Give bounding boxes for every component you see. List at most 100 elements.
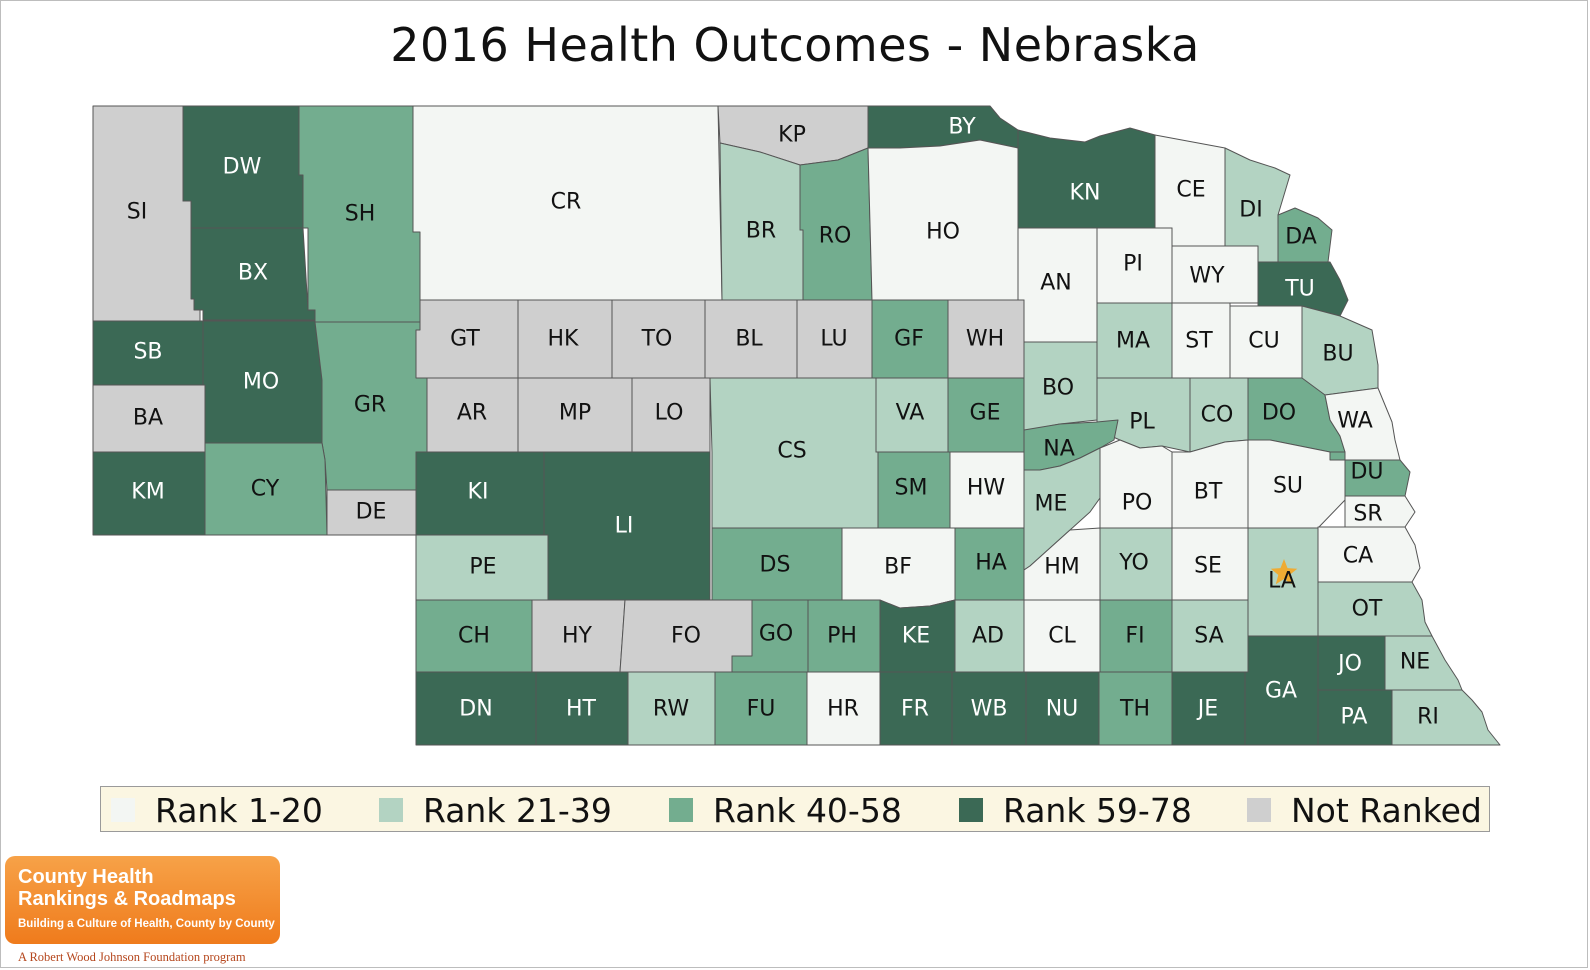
county-label-tu: TU [1284,277,1315,302]
county-health-rankings-logo: County Health Rankings & Roadmaps Buildi… [5,856,280,944]
county-label-cl: CL [1048,624,1076,649]
legend-label: Rank 59-78 [1003,790,1192,830]
county-label-ge: GE [970,401,1001,426]
county-label-dn: DN [459,697,492,722]
star-icon [1270,559,1298,585]
county-label-kp: KP [778,123,806,148]
county-label-kn: KN [1070,181,1101,206]
county-je [1171,671,1246,746]
county-label-ce: CE [1176,178,1205,203]
county-label-ki: KI [468,480,489,505]
county-label-th: TH [1119,697,1150,722]
county-label-va: VA [896,401,925,426]
county-label-mp: MP [559,401,591,426]
map-title: 2016 Health Outcomes - Nebraska [390,18,1200,72]
county-label-gf: GF [894,327,924,352]
legend-swatch [379,798,403,822]
county-label-je: JE [1196,697,1218,722]
county-label-sr: SR [1353,502,1382,527]
county-label-cu: CU [1248,329,1279,354]
legend-item-rank-40-58: Rank 40-58 [669,787,902,833]
county-label-pl: PL [1129,410,1155,435]
nebraska-county-map: SI DW SH CR KP BY BR RO HO KN CE DI DA BX AN PI WY TU SB MO… [92,105,1501,746]
county-label-cy: CY [251,477,280,502]
county-label-li: LI [615,514,634,539]
county-label-pi: PI [1123,252,1143,277]
county-label-ga: GA [1265,679,1297,704]
county-label-wy: WY [1189,264,1225,289]
county-label-bo: BO [1042,376,1074,401]
county-label-an: AN [1040,271,1072,296]
legend-item-not-ranked: Not Ranked [1247,787,1482,833]
county-label-gt: GT [450,327,480,352]
county-label-ma: MA [1116,329,1150,354]
county-label-co: CO [1201,403,1234,428]
logo-line-1: County Health [18,866,154,888]
legend-swatch [111,798,135,822]
legend-label: Not Ranked [1291,790,1482,830]
county-label-su: SU [1273,474,1303,499]
county-label-lu: LU [820,327,847,352]
county-label-si: SI [127,200,147,225]
county-label-ar: AR [457,401,487,426]
county-by [867,105,1019,149]
county-label-di: DI [1239,198,1262,223]
county-label-fo: FO [671,624,701,649]
county-label-hw: HW [967,476,1006,501]
county-label-to: TO [641,327,673,352]
county-label-lo: LO [655,401,684,426]
county-label-ba: BA [133,406,163,431]
county-label-me: ME [1035,492,1068,517]
county-label-ds: DS [760,553,791,578]
county-label-rw: RW [653,697,689,722]
legend-item-rank-21-39: Rank 21-39 [379,787,612,833]
county-label-bt: BT [1194,480,1223,505]
county-label-mo: MO [243,370,279,395]
county-label-cs: CS [777,439,806,464]
county-label-gr: GR [354,393,386,418]
county-label-se: SE [1194,554,1222,579]
county-label-ke: KE [902,624,930,649]
county-label-br: BR [746,219,776,244]
county-label-wh: WH [966,327,1004,352]
county-cy [204,442,328,536]
county-label-ad: AD [972,624,1004,649]
county-label-by: BY [948,115,976,140]
county-label-ne: NE [1400,650,1430,675]
county-label-ho: HO [926,220,960,245]
county-bx [190,227,316,321]
legend-swatch [669,798,693,822]
county-label-fr: FR [901,697,929,722]
legend-label: Rank 40-58 [713,790,902,830]
legend-swatch [959,798,983,822]
county-label-ot: OT [1352,597,1383,622]
foundation-credit: A Robert Wood Johnson Foundation program [18,950,246,964]
county-label-ro: RO [819,224,852,249]
county-label-ch: CH [458,624,490,649]
legend-item-rank-59-78: Rank 59-78 [959,787,1192,833]
county-label-nu: NU [1046,697,1079,722]
county-sr [1344,495,1416,528]
county-label-jo: JO [1336,652,1362,677]
county-label-cr: CR [551,190,582,215]
legend: Rank 1-20 Rank 21-39 Rank 40-58 Rank 59-… [100,786,1490,832]
county-label-de: DE [356,500,387,525]
county-label-hy: HY [562,624,593,649]
county-label-fu: FU [747,697,776,722]
county-label-sa: SA [1194,624,1223,649]
county-label-do: DO [1262,401,1296,426]
county-label-go: GO [759,622,793,647]
county-label-fi: FI [1125,624,1144,649]
county-label-ha: HA [975,551,1007,576]
county-label-po: PO [1122,491,1153,516]
county-label-hk: HK [548,327,580,352]
county-label-wb: WB [971,697,1008,722]
county-label-bf: BF [884,555,912,580]
county-label-bl: BL [735,327,763,352]
county-label-ca: CA [1343,544,1373,569]
county-label-ph: PH [827,624,857,649]
logo-tagline: Building a Culture of Health, County by … [18,918,275,930]
county-label-st: ST [1185,329,1213,354]
county-label-na: NA [1043,437,1075,462]
